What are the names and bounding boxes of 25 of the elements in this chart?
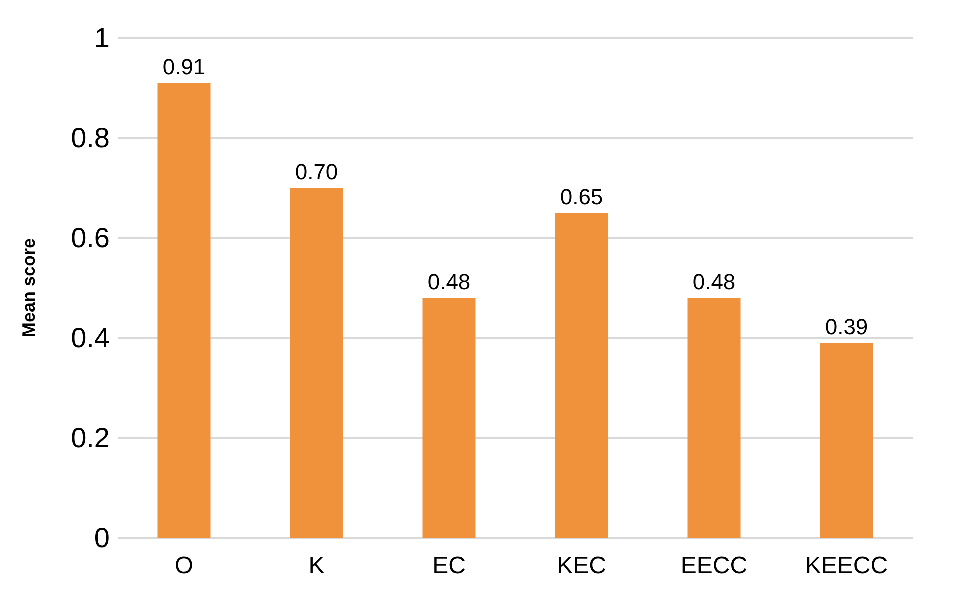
bar [158, 83, 211, 538]
data-label: 0.39 [825, 314, 868, 340]
bar [820, 343, 874, 538]
y-tick-label: 0.6 [71, 222, 110, 254]
data-label: 0.70 [295, 160, 338, 184]
bar [290, 188, 344, 538]
data-label: 0.48 [428, 270, 471, 294]
x-tick-label: K [308, 552, 325, 580]
y-tick-label: 0.4 [71, 322, 110, 354]
x-tick-label: O [174, 552, 194, 580]
bar [422, 298, 476, 538]
x-tick-label: KEC [557, 552, 606, 580]
bar [688, 298, 741, 538]
y-tick-label: 1 [94, 22, 110, 54]
bar [555, 213, 608, 538]
y-axis-title: Mean score [19, 238, 39, 338]
x-tick-label: EC [432, 552, 466, 580]
y-tick-label: 0.2 [71, 422, 110, 454]
x-tick-label: EECC [680, 552, 748, 580]
y-tick-label: 0.8 [71, 122, 110, 154]
x-tick-label: KEECC [805, 552, 888, 580]
data-label: 0.65 [560, 184, 604, 210]
y-tick-label: 0 [94, 522, 110, 554]
data-label: 0.91 [162, 54, 206, 80]
data-label: 0.48 [692, 270, 736, 294]
